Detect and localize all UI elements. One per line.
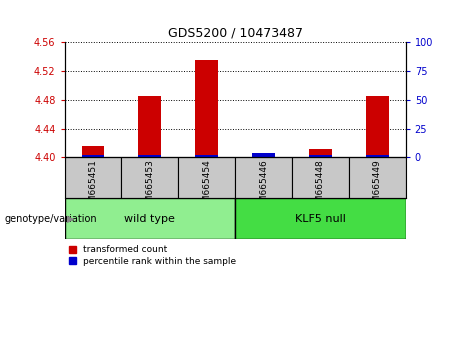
Bar — [292, 157, 349, 198]
Title: GDS5200 / 10473487: GDS5200 / 10473487 — [168, 27, 302, 40]
Text: GSM665448: GSM665448 — [316, 159, 325, 214]
Text: wild type: wild type — [124, 213, 175, 224]
Bar — [138, 96, 161, 157]
Bar — [195, 155, 218, 157]
Bar — [349, 157, 406, 198]
Bar — [366, 96, 389, 157]
Bar — [309, 149, 332, 157]
Bar — [235, 198, 406, 239]
Bar — [65, 157, 121, 198]
Bar — [121, 157, 178, 198]
Text: GSM665446: GSM665446 — [259, 159, 268, 214]
Text: GSM665454: GSM665454 — [202, 159, 211, 214]
Legend: transformed count, percentile rank within the sample: transformed count, percentile rank withi… — [69, 245, 236, 266]
Text: GSM665449: GSM665449 — [373, 159, 382, 214]
Bar — [252, 156, 275, 157]
Bar — [195, 61, 218, 157]
Bar — [309, 155, 332, 157]
Text: ▶: ▶ — [67, 213, 74, 224]
Bar — [65, 198, 235, 239]
Text: GSM665453: GSM665453 — [145, 159, 154, 214]
Text: genotype/variation: genotype/variation — [5, 213, 97, 224]
Bar — [235, 157, 292, 198]
Bar — [82, 147, 104, 157]
Bar — [366, 155, 389, 157]
Bar — [82, 155, 104, 157]
Text: KLF5 null: KLF5 null — [295, 213, 346, 224]
Text: GSM665451: GSM665451 — [89, 159, 97, 214]
Bar — [252, 153, 275, 157]
Bar — [138, 155, 161, 157]
Bar — [178, 157, 235, 198]
